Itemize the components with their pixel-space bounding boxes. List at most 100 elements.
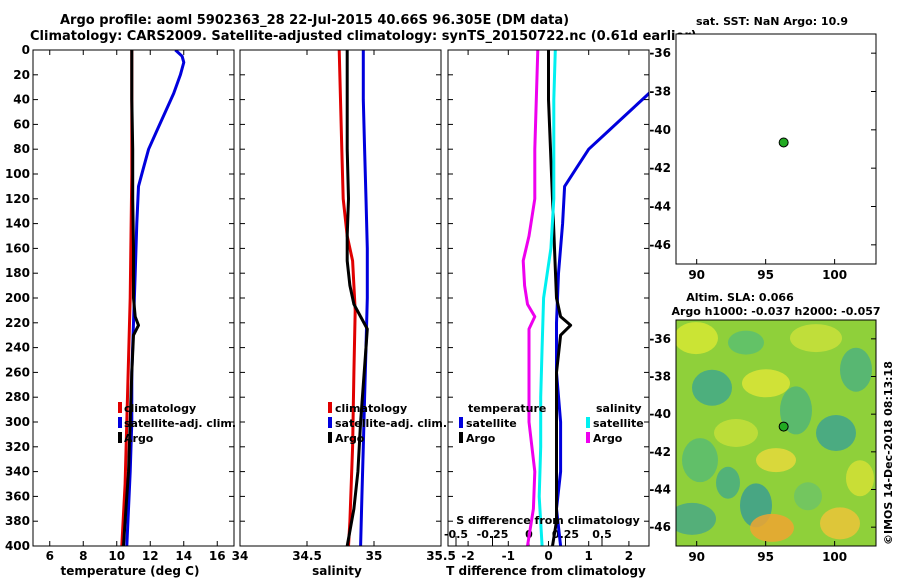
- difference-xtick-label: -2: [461, 549, 474, 563]
- location-map-ytick-label: -42: [649, 161, 671, 175]
- location-map-ytick-label: -40: [649, 123, 671, 137]
- legend-label-t-argo: Argo: [466, 432, 496, 445]
- difference-line-t-argo: [547, 50, 573, 546]
- salinity-line-satellite-adj-clim-: [359, 50, 369, 546]
- legend-swatch-t-argo: [459, 432, 463, 443]
- sla-heatmap-cell: [676, 502, 716, 535]
- temperature-ytick-label: 180: [5, 266, 30, 280]
- location-map-ytick-label: -46: [649, 238, 671, 252]
- temperature-ytick-label: 360: [5, 489, 30, 503]
- sla-heatmap-cell: [820, 507, 860, 540]
- sla-heatmap-cell: [756, 448, 796, 473]
- temperature-legend: climatology satellite-adj. clim. Argo: [118, 402, 236, 445]
- legend-label-s-argo: Argo: [593, 432, 623, 445]
- sla-map-argo-marker: [778, 421, 789, 432]
- sla-heatmap-cell: [840, 347, 872, 392]
- sla-heatmap-cell: [682, 438, 718, 483]
- legend-label-s-satellite: satellite: [593, 417, 644, 430]
- sla-heatmap-cell: [780, 386, 812, 435]
- temperature-ytick-label: 120: [5, 192, 30, 206]
- sla-map-ytick-label: -44: [649, 483, 671, 497]
- difference-xtick-label: 0: [544, 549, 552, 563]
- temperature-panel: 0 20 40 60 80 100 120 140 160 180 200 220 240 260 280 3…: [5, 43, 236, 578]
- legend-swatch-satellite-adj-sal: [328, 417, 332, 428]
- sla-heatmap-cell: [714, 419, 758, 447]
- temperature-ytick-label: 340: [5, 465, 30, 479]
- legend-swatch-s-satellite: [586, 417, 590, 428]
- location-map-xticks: 90 95 100: [688, 259, 847, 282]
- sla-heatmap-cell: [794, 482, 822, 511]
- temperature-line-satellite-adj-clim-: [125, 50, 186, 546]
- salinity-legend: climatology satellite-adj. clim. Argo: [328, 402, 447, 445]
- temperature-ytick-label: 80: [13, 142, 30, 156]
- difference-line-t-satellite: [555, 91, 649, 546]
- salinity-line-climatology: [337, 50, 357, 546]
- legend-label-climatology: climatology: [124, 402, 196, 415]
- sla-map-yticks: -36 -38 -40 -42 -44 -46: [649, 332, 876, 534]
- sla-heatmap-cell: [716, 466, 740, 499]
- location-map-ytick-label: -44: [649, 200, 671, 214]
- difference-x2tick-label: 0.5: [592, 528, 612, 541]
- sla-map-xtick-label: 90: [688, 550, 705, 564]
- salinity-xtick-label: 35: [366, 549, 383, 563]
- difference-xticks: -2 -1 0 1 2: [461, 50, 633, 563]
- salinity-xticks: 34 34.5 35 35.5: [232, 50, 456, 563]
- legend-swatch-argo-sal: [328, 432, 332, 443]
- legend-title-salinity: salinity: [596, 402, 642, 415]
- difference-line-s-argo: [521, 50, 540, 546]
- sla-map-title1: Altim. SLA: 0.066: [686, 291, 794, 304]
- temperature-xticks: 6 8 10 12 14 16: [46, 50, 226, 563]
- location-map-yticks: -36 -38 -40 -42 -44 -46: [649, 46, 876, 252]
- temperature-xtick-label: 8: [79, 549, 87, 563]
- sla-heatmap-cell: [692, 369, 732, 406]
- temperature-xtick-label: 14: [175, 549, 192, 563]
- sla-map: Altim. SLA: 0.066 Argo h1000: -0.037 h20…: [649, 291, 880, 564]
- difference-panel: -2 -1 0 1 2 -0.5 -0.25 0 0.25 0.5 T difference f…: [444, 49, 650, 578]
- temperature-ytick-label: 140: [5, 217, 30, 231]
- temperature-ytick-label: 260: [5, 365, 30, 379]
- legend-swatch-t-satellite: [459, 417, 463, 428]
- difference-xtick-label: 2: [625, 549, 633, 563]
- salinity-xlabel: salinity: [312, 564, 362, 578]
- sla-heatmap: [676, 320, 876, 546]
- legend-swatch-satellite-adj: [118, 417, 122, 428]
- temperature-ytick-label: 40: [13, 93, 30, 107]
- difference-x2tick-label: -0.25: [477, 528, 509, 541]
- temperature-ytick-label: 200: [5, 291, 30, 305]
- temperature-xtick-label: 12: [142, 549, 159, 563]
- location-map: sat. SST: NaN Argo: 10.9 90 95 100 -36-38-…: [649, 15, 877, 282]
- sla-map-ytick-label: -42: [649, 445, 671, 459]
- temperature-ytick-label: 300: [5, 415, 30, 429]
- temperature-xtick-label: 16: [209, 549, 226, 563]
- location-map-xtick-label: 90: [688, 268, 705, 282]
- sla-map-ytick-label: -46: [649, 520, 671, 534]
- temperature-ytick-label: 280: [5, 390, 30, 404]
- location-map-xtick-label: 100: [822, 268, 847, 282]
- legend-label-satellite-adj-sal: satellite-adj. clim.: [335, 417, 447, 430]
- sla-map-xtick-label: 100: [822, 550, 847, 564]
- salinity-xtick-label: 34: [232, 549, 249, 563]
- location-map-argo-marker: [778, 137, 789, 148]
- salinity-line-argo: [345, 50, 369, 546]
- location-map-background: [676, 34, 876, 264]
- temperature-xtick-label: 6: [46, 549, 54, 563]
- salinity-xtick-label: 34.5: [292, 549, 322, 563]
- location-map-title: sat. SST: NaN Argo: 10.9: [696, 15, 848, 28]
- legend-swatch-climatology: [118, 402, 122, 413]
- temperature-ytick-label: 160: [5, 241, 30, 255]
- sla-map-xtick-label: 95: [757, 550, 774, 564]
- figure-title-line1: Argo profile: aoml 5902363_28 22-Jul-201…: [60, 13, 570, 28]
- sla-heatmap-cell: [742, 369, 790, 398]
- temperature-xtick-label: 10: [108, 549, 125, 563]
- location-map-points: [778, 137, 789, 148]
- temperature-ytick-label: 60: [13, 117, 30, 131]
- legend-label-argo: Argo: [124, 432, 154, 445]
- temperature-ytick-label: 240: [5, 341, 30, 355]
- sla-heatmap-cell: [676, 322, 718, 355]
- temperature-ytick-label: 100: [5, 167, 30, 181]
- difference-line-s-satellite: [537, 50, 557, 546]
- copyright-label: ©IMOS 14-Dec-2018 08:13:18: [882, 361, 895, 545]
- temperature-ytick-label: 320: [5, 440, 30, 454]
- legend-label-climatology-sal: climatology: [335, 402, 407, 415]
- figure-title-line2: Climatology: CARS2009. Satellite-adjuste…: [30, 29, 697, 44]
